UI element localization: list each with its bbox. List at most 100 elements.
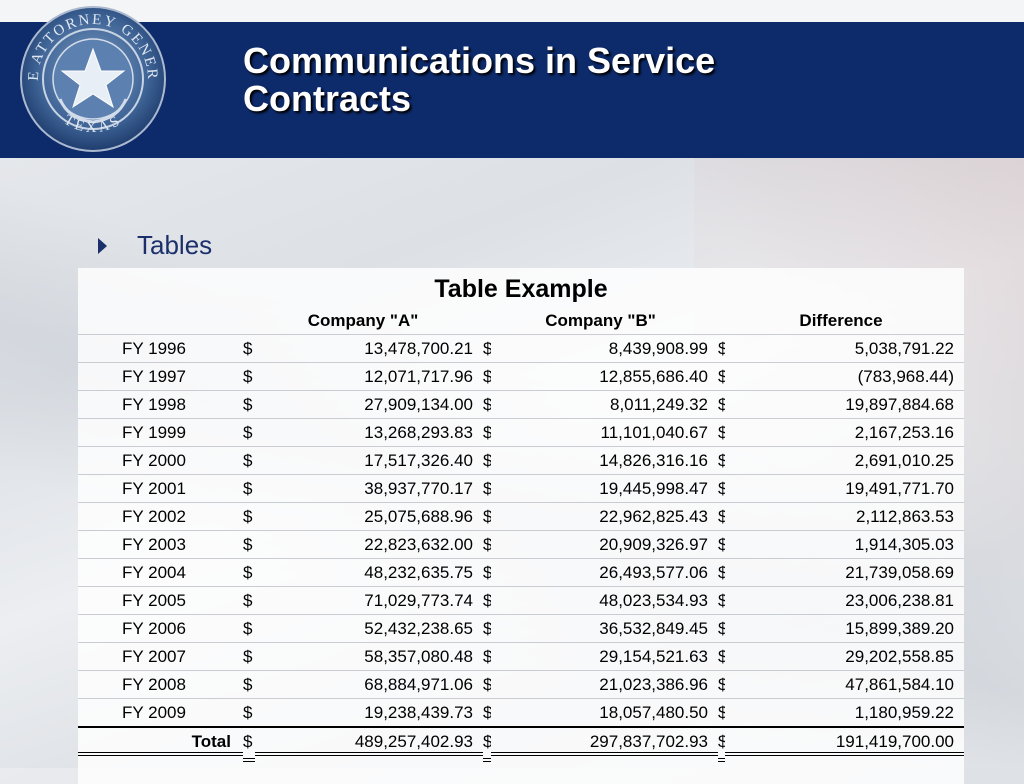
row-label: FY 1999 [78, 418, 243, 445]
company-b-value: 11,101,040.67 [491, 418, 718, 445]
currency-symbol: $ [718, 446, 725, 474]
currency-symbol: $ [483, 558, 491, 586]
bullet-text: Tables [137, 230, 213, 260]
currency-symbol: $ [483, 446, 491, 474]
table-footer-space [78, 762, 964, 784]
company-b-value: 21,023,386.96 [491, 670, 718, 697]
currency-symbol: $ [718, 670, 725, 698]
company-b-value: 12,855,686.40 [491, 362, 718, 389]
currency-symbol: $ [718, 642, 725, 670]
row-label: FY 2006 [78, 614, 243, 641]
difference-value: 1,180,959.22 [725, 698, 964, 725]
company-b-value: 8,439,908.99 [491, 334, 718, 361]
currency-symbol: $ [483, 502, 491, 530]
currency-symbol: $ [483, 726, 491, 762]
company-b-value: 8,011,249.32 [491, 390, 718, 417]
slide-header [0, 22, 1024, 158]
company-a-value: 27,909,134.00 [255, 390, 483, 417]
top-strip [0, 0, 1024, 22]
company-b-value: 48,023,534.93 [491, 586, 718, 613]
row-label: FY 2003 [78, 530, 243, 557]
currency-symbol: $ [483, 642, 491, 670]
difference-value: 21,739,058.69 [725, 558, 964, 585]
company-b-value: 14,826,316.16 [491, 446, 718, 473]
currency-symbol: $ [718, 726, 725, 762]
currency-symbol: $ [718, 558, 725, 586]
row-label: FY 1996 [78, 334, 243, 361]
currency-symbol: $ [243, 362, 255, 390]
difference-value: 15,899,389.20 [725, 614, 964, 641]
row-label: FY 2002 [78, 502, 243, 529]
company-a-value: 12,071,717.96 [255, 362, 483, 389]
difference-value: 2,167,253.16 [725, 418, 964, 445]
company-a-value: 19,238,439.73 [255, 698, 483, 725]
company-a-value: 48,232,635.75 [255, 558, 483, 585]
currency-symbol: $ [243, 446, 255, 474]
column-header-difference: Difference [799, 311, 883, 330]
currency-symbol: $ [718, 390, 725, 418]
bullet-item: Tables [98, 230, 212, 261]
bullet-arrow-icon [98, 237, 107, 254]
total-company-a-value: 489,257,402.93 [255, 726, 483, 756]
company-b-value: 19,445,998.47 [491, 474, 718, 501]
row-label: FY 2005 [78, 586, 243, 613]
table-grid: Company "A" Company "B" Difference FY 19… [78, 308, 964, 762]
column-header-company-b: Company "B" [545, 311, 656, 330]
company-a-value: 38,937,770.17 [255, 474, 483, 501]
currency-symbol: $ [243, 390, 255, 418]
currency-symbol: $ [243, 586, 255, 614]
currency-symbol: $ [483, 334, 491, 362]
currency-symbol: $ [483, 586, 491, 614]
currency-symbol: $ [483, 390, 491, 418]
company-a-value: 13,268,293.83 [255, 418, 483, 445]
company-a-value: 58,357,080.48 [255, 642, 483, 669]
company-a-value: 22,823,632.00 [255, 530, 483, 557]
difference-value: 5,038,791.22 [725, 334, 964, 361]
currency-symbol: $ [718, 614, 725, 642]
difference-value: 2,691,010.25 [725, 446, 964, 473]
currency-symbol: $ [718, 362, 725, 390]
attorney-general-seal-logo: THE ATTORNEY GENERAL TEXAS [18, 4, 166, 152]
data-table: Table Example Company "A" Company "B" Di… [78, 268, 964, 784]
currency-symbol: $ [483, 418, 491, 446]
currency-symbol: $ [243, 474, 255, 502]
currency-symbol: $ [718, 334, 725, 362]
company-a-value: 17,517,326.40 [255, 446, 483, 473]
company-b-value: 22,962,825.43 [491, 502, 718, 529]
total-difference-value: 191,419,700.00 [725, 726, 964, 756]
difference-value: 29,202,558.85 [725, 642, 964, 669]
difference-value: 1,914,305.03 [725, 530, 964, 557]
currency-symbol: $ [243, 698, 255, 726]
currency-symbol: $ [483, 670, 491, 698]
currency-symbol: $ [483, 362, 491, 390]
currency-symbol: $ [718, 586, 725, 614]
company-b-value: 36,532,849.45 [491, 614, 718, 641]
company-b-value: 29,154,521.63 [491, 642, 718, 669]
currency-symbol: $ [243, 670, 255, 698]
currency-symbol: $ [243, 726, 255, 762]
company-a-value: 68,884,971.06 [255, 670, 483, 697]
total-company-b-value: 297,837,702.93 [491, 726, 718, 756]
slide-title: Communications in Service Contracts [243, 42, 715, 118]
row-label: FY 2009 [78, 698, 243, 725]
row-label: FY 2007 [78, 642, 243, 669]
currency-symbol: $ [243, 642, 255, 670]
row-label: FY 2000 [78, 446, 243, 473]
currency-symbol: $ [243, 614, 255, 642]
company-b-value: 18,057,480.50 [491, 698, 718, 725]
total-label: Total [78, 726, 243, 756]
company-b-value: 26,493,577.06 [491, 558, 718, 585]
difference-value: 19,491,771.70 [725, 474, 964, 501]
row-label: FY 2001 [78, 474, 243, 501]
table-title: Table Example [434, 275, 608, 303]
currency-symbol: $ [483, 698, 491, 726]
column-header-company-a: Company "A" [307, 311, 419, 330]
row-label: FY 1997 [78, 362, 243, 389]
row-label: FY 2008 [78, 670, 243, 697]
row-label: FY 2004 [78, 558, 243, 585]
currency-symbol: $ [243, 418, 255, 446]
company-a-value: 71,029,773.74 [255, 586, 483, 613]
currency-symbol: $ [243, 502, 255, 530]
difference-value: 23,006,238.81 [725, 586, 964, 613]
difference-value: (783,968.44) [725, 362, 964, 389]
